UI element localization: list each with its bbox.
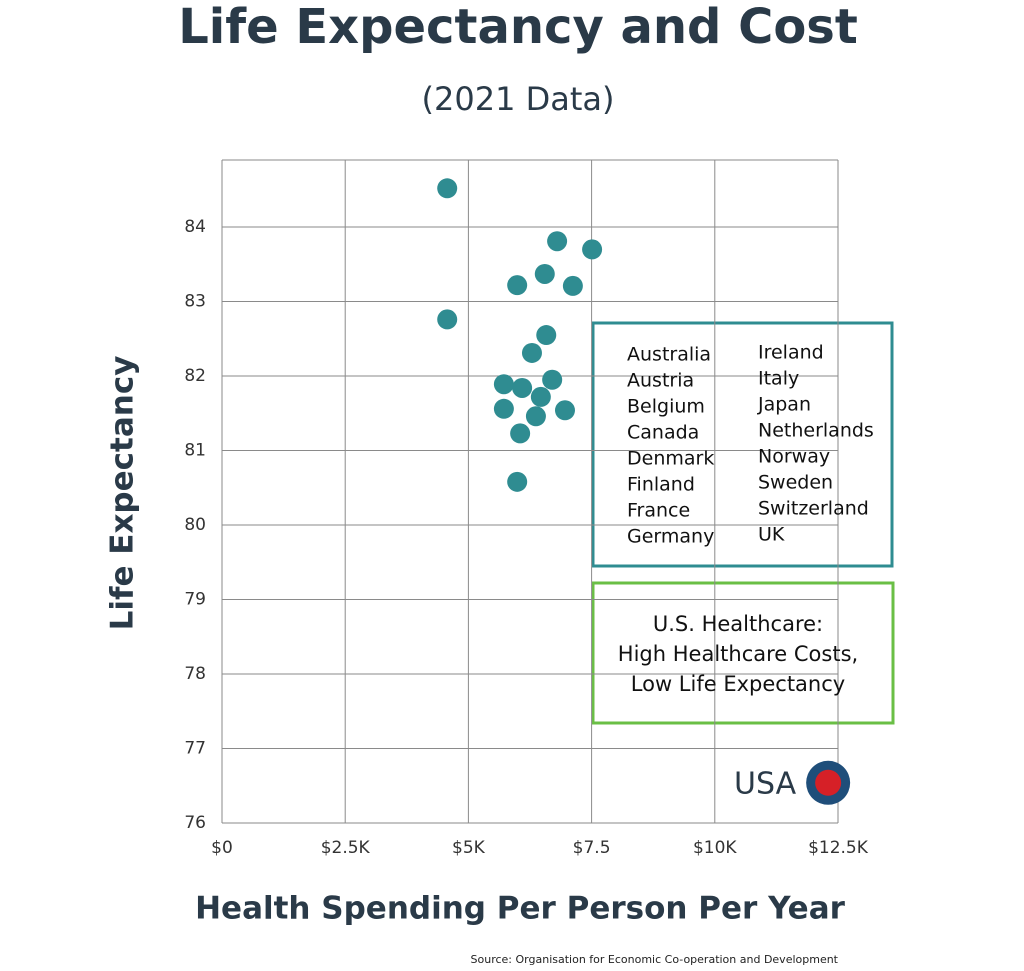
annotation-line: High Healthcare Costs, xyxy=(618,642,858,666)
point xyxy=(562,275,583,296)
country-name: Norway xyxy=(758,446,830,468)
x-tick-label: $12.5K xyxy=(808,838,869,858)
y-tick-label: 77 xyxy=(184,739,206,759)
point xyxy=(507,471,528,492)
point xyxy=(521,342,542,363)
point xyxy=(493,398,514,419)
country-name: UK xyxy=(758,524,785,546)
country-name: Belgium xyxy=(627,396,705,418)
point xyxy=(536,325,557,346)
country-name: Sweden xyxy=(758,472,833,494)
point xyxy=(525,406,546,427)
y-axis-label: Life Expectancy xyxy=(105,356,141,631)
country-name: Austria xyxy=(627,370,694,392)
point xyxy=(530,386,551,407)
country-name: Finland xyxy=(627,474,695,496)
country-name: Japan xyxy=(757,394,811,416)
x-tick-label: $5K xyxy=(452,838,486,858)
point xyxy=(437,178,458,199)
y-tick-label: 76 xyxy=(184,813,206,833)
point xyxy=(437,309,458,330)
x-tick-label: $7.5 xyxy=(573,838,611,858)
annotation-line: Low Life Expectancy xyxy=(631,672,845,696)
point-label: USA xyxy=(734,766,797,801)
country-name: France xyxy=(627,500,690,522)
point xyxy=(510,423,531,444)
country-name: Italy xyxy=(758,368,799,390)
annotation-line: U.S. Healthcare: xyxy=(653,612,823,636)
country-name: Australia xyxy=(627,344,711,366)
point xyxy=(534,263,555,284)
point xyxy=(542,369,563,390)
source: Source: Organisation for Economic Co-ope… xyxy=(471,953,839,966)
country-name: Ireland xyxy=(758,342,824,364)
x-tick-label: $10K xyxy=(693,838,737,858)
country-name: Canada xyxy=(627,422,699,444)
y-tick-label: 81 xyxy=(184,441,206,461)
y-tick-label: 84 xyxy=(184,217,206,237)
annotation-box xyxy=(591,581,895,725)
country-name: Switzerland xyxy=(758,498,869,520)
point xyxy=(493,374,514,395)
y-tick-label: 79 xyxy=(184,590,206,610)
point xyxy=(507,275,528,296)
chart-subtitle: (2021 Data) xyxy=(422,80,615,118)
point-center xyxy=(815,769,842,796)
y-tick-label: 82 xyxy=(184,366,206,386)
point xyxy=(582,239,603,260)
country-name: Netherlands xyxy=(758,420,874,442)
x-axis-label: Health Spending Per Person Per Year xyxy=(195,891,846,927)
point xyxy=(512,377,533,398)
y-tick-label: 83 xyxy=(184,292,206,312)
y-tick-label: 78 xyxy=(184,664,206,684)
y-tick-label: 80 xyxy=(184,515,206,535)
point xyxy=(547,231,568,252)
country-name: Germany xyxy=(627,526,714,548)
point xyxy=(554,400,575,421)
chart-title: Life Expectancy and Cost xyxy=(178,0,858,55)
x-tick-label: $2.5K xyxy=(321,838,371,858)
country-name: Denmark xyxy=(627,448,714,470)
x-tick-label: $0 xyxy=(211,838,233,858)
